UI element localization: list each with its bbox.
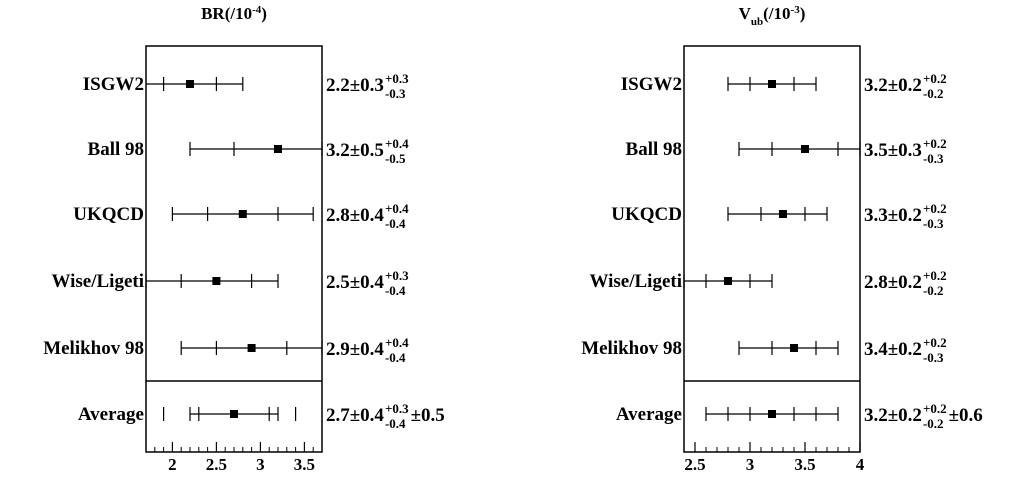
vub-value-sub-ukqcd: -0.3: [923, 216, 944, 231]
vub-row-label-ukqcd: UKQCD: [611, 204, 682, 225]
br-value-sup-average: +0.3: [385, 401, 409, 416]
vub-tick-label: 4: [856, 455, 865, 474]
vub-point-ukqcd: [779, 210, 787, 218]
vub-tick-label: 3: [746, 455, 755, 474]
br-row-label-melikhov-98: Melikhov 98: [43, 338, 144, 359]
vub-value-sup-ball-98: +0.2: [923, 136, 947, 151]
br-value-sub-ukqcd: -0.4: [385, 216, 406, 231]
br-value-text-average: 2.7±0.4: [326, 405, 384, 426]
vub-point-average: [768, 410, 776, 418]
vub-row-label-average: Average: [616, 404, 682, 425]
br-value-text-isgw2: 2.2±0.3: [326, 75, 384, 96]
vub-value-sub-melikhov-98: -0.3: [923, 350, 944, 365]
br-panel-title: BR(/10-4): [201, 4, 267, 23]
vub-value-text-ukqcd: 3.3±0.2: [864, 205, 922, 226]
br-value-text-ball-98: 3.2±0.5: [326, 140, 384, 161]
vub-row-label-ball-98: Ball 98: [626, 139, 682, 160]
br-value-text-wise-ligeti: 2.5±0.4: [326, 272, 384, 293]
br-value-sup-ukqcd: +0.4: [385, 201, 409, 216]
vub-panel-title: Vub(/10-3): [739, 4, 806, 28]
br-plot-frame: [145, 45, 323, 453]
vub-value-sup-isgw2: +0.2: [923, 71, 947, 86]
br-row-label-wise-ligeti: Wise/Ligeti: [51, 271, 144, 292]
br-value-sub-wise-ligeti: -0.4: [385, 283, 406, 298]
vub-tick-label: 2.5: [684, 455, 705, 474]
vub-point-wise-ligeti: [724, 277, 732, 285]
br-row-label-isgw2: ISGW2: [83, 74, 144, 95]
vub-point-melikhov-98: [790, 344, 798, 352]
br-value-sup-melikhov-98: +0.4: [385, 335, 409, 350]
br-value-sup-ball-98: +0.4: [385, 136, 409, 151]
br-point-melikhov-98: [247, 344, 256, 352]
br-row-label-average: Average: [78, 404, 144, 425]
br-tick-label: 2.5: [206, 455, 227, 474]
vub-plot-frame: [683, 45, 861, 453]
vub-value-sup-ukqcd: +0.2: [923, 201, 947, 216]
br-value-sup-isgw2: +0.3: [385, 71, 409, 86]
vub-value-sub-ball-98: -0.3: [923, 151, 944, 166]
br-tick-label: 2: [168, 455, 177, 474]
vub-point-isgw2: [768, 80, 776, 88]
vub-value-text-melikhov-98: 3.4±0.2: [864, 339, 922, 360]
br-value-sub-average: -0.4: [385, 416, 406, 431]
vub-row-label-wise-ligeti: Wise/Ligeti: [589, 271, 682, 292]
br-point-ball-98: [274, 145, 282, 153]
vub-row-label-melikhov-98: Melikhov 98: [581, 338, 682, 359]
br-row-label-ball-98: Ball 98: [88, 139, 144, 160]
br-point-ukqcd: [238, 210, 247, 218]
vub-value-sup-wise-ligeti: +0.2: [923, 268, 947, 283]
br-value-extra-average: ±0.5: [411, 405, 445, 426]
vub-point-ball-98: [801, 145, 809, 153]
vub-value-sup-average: +0.2: [923, 401, 947, 416]
vub-value-sub-average: -0.2: [923, 416, 944, 431]
vub-value-sup-melikhov-98: +0.2: [923, 335, 947, 350]
br-point-isgw2: [186, 80, 194, 88]
br-value-text-ukqcd: 2.8±0.4: [326, 205, 384, 226]
br-tick-label: 3: [256, 455, 265, 474]
vub-value-text-ball-98: 3.5±0.3: [864, 140, 922, 161]
br-value-sup-wise-ligeti: +0.3: [385, 268, 409, 283]
vub-value-sub-isgw2: -0.2: [923, 86, 944, 101]
vub-value-text-average: 3.2±0.2: [864, 405, 922, 426]
br-point-wise-ligeti: [212, 277, 221, 285]
vub-value-extra-average: ±0.6: [949, 405, 983, 426]
vub-value-text-wise-ligeti: 2.8±0.2: [864, 272, 922, 293]
br-tick-label: 3.5: [294, 455, 315, 474]
vub-tick-label: 3.5: [794, 455, 815, 474]
br-value-text-melikhov-98: 2.9±0.4: [326, 339, 384, 360]
vub-value-sub-wise-ligeti: -0.2: [923, 283, 944, 298]
br-value-sub-melikhov-98: -0.4: [385, 350, 406, 365]
br-row-label-ukqcd: UKQCD: [73, 204, 144, 225]
br-value-sub-ball-98: -0.5: [385, 151, 406, 166]
vub-row-label-isgw2: ISGW2: [621, 74, 682, 95]
br-point-average: [230, 410, 238, 418]
vub-value-text-isgw2: 3.2±0.2: [864, 75, 922, 96]
br-value-sub-isgw2: -0.3: [385, 86, 406, 101]
